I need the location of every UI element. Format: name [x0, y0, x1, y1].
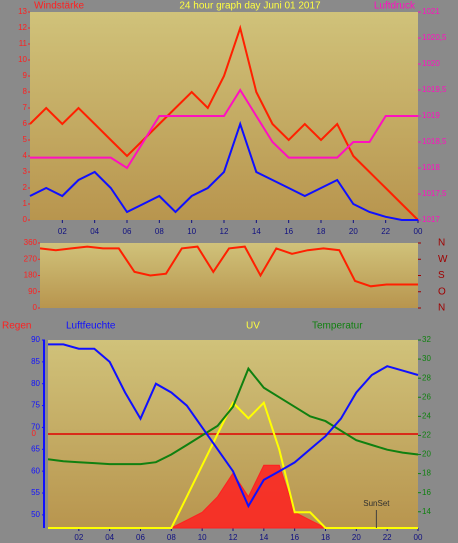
y-tick-label: 90 — [31, 335, 40, 344]
y2-tick-label: N — [438, 303, 445, 314]
x-tick-label: 12 — [229, 533, 238, 542]
y2-tick-label: 28 — [422, 373, 431, 382]
y-tick-label: 4 — [23, 151, 28, 160]
y2-tick-label: 1021 — [422, 7, 440, 16]
y2-tick-label: W — [438, 254, 448, 265]
y2-tick-label: 14 — [422, 507, 431, 516]
y2-tick-label: 24 — [422, 411, 431, 420]
line — [30, 88, 418, 170]
x-tick-label: 22 — [381, 227, 390, 236]
x-tick-label: 12 — [220, 227, 229, 236]
y-tick-label: 8 — [23, 87, 28, 96]
y-tick-label: 0 — [33, 303, 38, 312]
y-tick-label: 11 — [19, 39, 28, 48]
x-tick-label: 10 — [187, 227, 196, 236]
x-tick-label: 10 — [198, 533, 207, 542]
y-tick-label: 60 — [31, 466, 40, 475]
y-tick-label: 6 — [23, 119, 28, 128]
rain-tick-label: 0 — [32, 429, 37, 438]
y-tick-label: 360 — [24, 238, 38, 247]
y2-tick-label: 30 — [422, 354, 431, 363]
y2-tick-label: 1019 — [422, 111, 440, 120]
x-tick-label: 04 — [105, 533, 114, 542]
y2-tick-label: 1018 — [422, 163, 440, 172]
x-tick-label: 18 — [317, 227, 326, 236]
y-tick-label: 55 — [31, 488, 40, 497]
y2-tick-label: 18 — [422, 469, 431, 478]
y2-tick-label: 1019,5 — [422, 85, 447, 94]
y-tick-label: 2 — [23, 183, 28, 192]
y2-tick-label: 22 — [422, 431, 431, 440]
x-tick-label: 20 — [352, 533, 361, 542]
y-tick-label: 7 — [23, 103, 28, 112]
x-tick-label: 00 — [414, 227, 423, 236]
y-tick-label: 270 — [24, 254, 38, 263]
x-tick-label: 16 — [284, 227, 293, 236]
x-tick-label: 02 — [58, 227, 67, 236]
x-tick-label: 16 — [290, 533, 299, 542]
y2-axis-label: Temperatur — [312, 321, 363, 332]
x-tick-label: 04 — [90, 227, 99, 236]
annotation: SunSet — [363, 499, 390, 508]
y2-tick-label: 1018,5 — [422, 137, 447, 146]
x-tick-label: 14 — [259, 533, 268, 542]
line — [47, 366, 419, 466]
y-tick-label: 9 — [23, 71, 28, 80]
y-axis-label: Luftfeuchte — [66, 321, 116, 332]
y2-tick-label: N — [438, 238, 445, 249]
x-tick-label: 02 — [74, 533, 83, 542]
line — [29, 120, 418, 221]
x-tick-label: 18 — [321, 533, 330, 542]
y-tick-label: 1 — [23, 199, 28, 208]
y-tick-label: 10 — [18, 55, 27, 64]
rain-label: Regen — [2, 321, 31, 332]
y2-tick-label: 32 — [422, 335, 431, 344]
y2-tick-label: 1020,5 — [422, 33, 447, 42]
y-tick-label: 180 — [24, 271, 38, 280]
x-tick-label: 00 — [414, 533, 423, 542]
uv-label: UV — [246, 321, 260, 332]
line — [48, 400, 418, 529]
y2-tick-label: 26 — [422, 392, 431, 401]
y-tick-label: 3 — [23, 167, 28, 176]
y-tick-label: 13 — [18, 7, 27, 16]
x-tick-label: 22 — [383, 533, 392, 542]
x-tick-label: 20 — [349, 227, 358, 236]
y2-tick-label: O — [438, 286, 446, 297]
x-tick-label: 06 — [123, 227, 132, 236]
y-tick-label: 12 — [18, 23, 27, 32]
y-tick-label: 90 — [28, 287, 37, 296]
y2-tick-label: S — [438, 270, 445, 281]
line — [29, 24, 419, 221]
y-tick-label: 85 — [31, 357, 40, 366]
y-tick-label: 75 — [31, 401, 40, 410]
y-tick-label: 0 — [23, 215, 28, 224]
y2-tick-label: 1020 — [422, 59, 440, 68]
y2-tick-label: 1017 — [422, 215, 440, 224]
line — [39, 245, 418, 288]
y2-axis-label: Luftdruck — [374, 1, 416, 12]
x-tick-label: 08 — [167, 533, 176, 542]
y-tick-label: 65 — [31, 444, 40, 453]
y2-tick-label: 16 — [422, 488, 431, 497]
y-tick-label: 50 — [31, 510, 40, 519]
y-axis-label: Windstärke — [34, 1, 84, 12]
panel — [40, 243, 418, 308]
y-tick-label: 5 — [23, 135, 28, 144]
y-tick-label: 70 — [31, 423, 40, 432]
y2-tick-label: 20 — [422, 450, 431, 459]
x-tick-label: 14 — [252, 227, 261, 236]
x-tick-label: 06 — [136, 533, 145, 542]
y-tick-label: 80 — [31, 379, 40, 388]
x-tick-label: 08 — [155, 227, 164, 236]
y2-tick-label: 1017,5 — [422, 189, 447, 198]
line — [48, 343, 419, 509]
chart-title: 24 hour graph day Juni 01 2017 — [179, 1, 321, 12]
